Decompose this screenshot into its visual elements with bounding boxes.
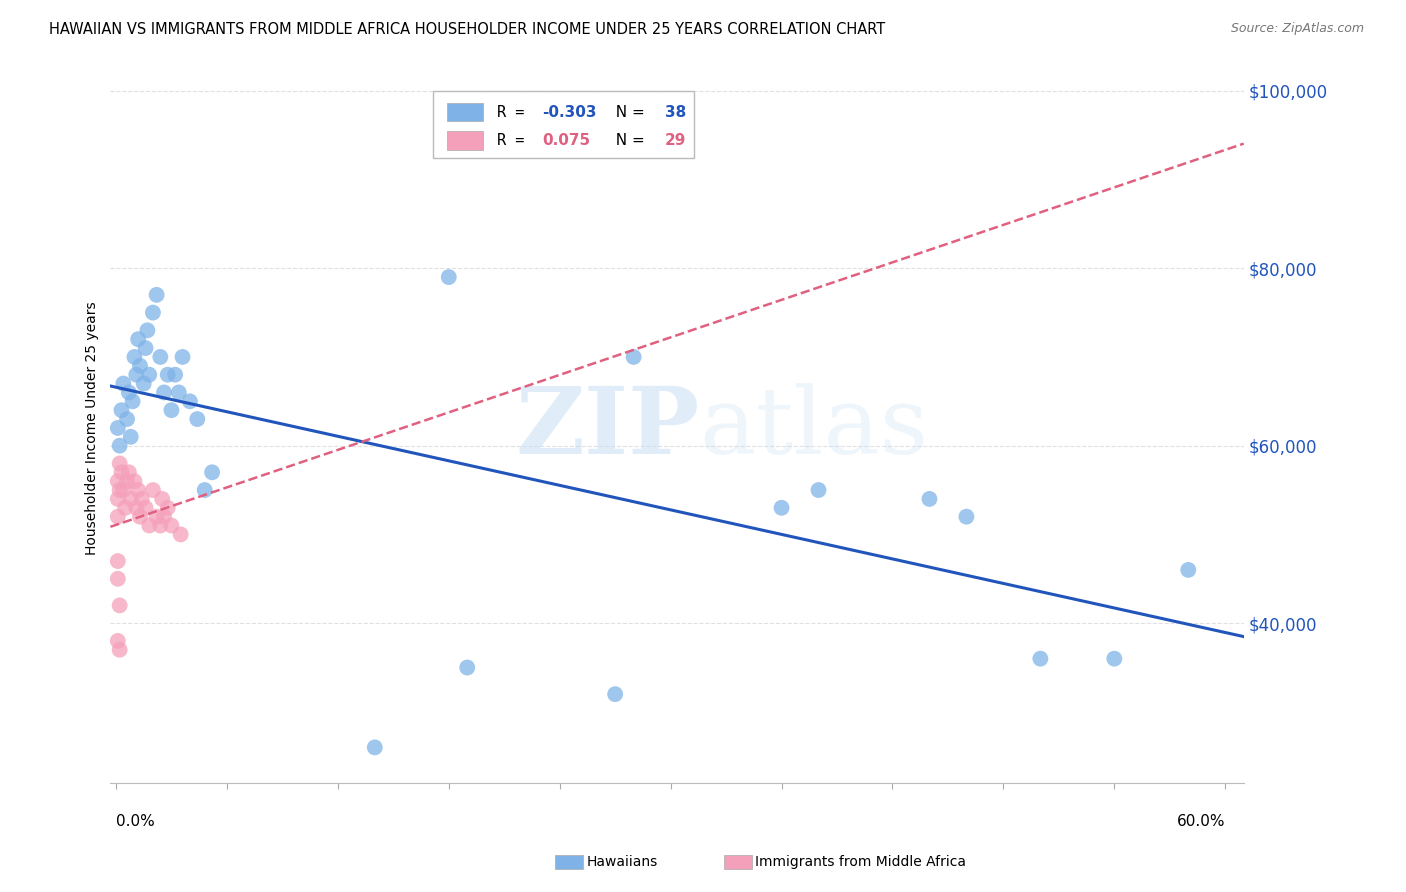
Point <box>138 518 160 533</box>
Point <box>605 687 627 701</box>
Text: Source: ZipAtlas.com: Source: ZipAtlas.com <box>1230 22 1364 36</box>
Text: atlas: atlas <box>700 383 929 473</box>
Text: HAWAIIAN VS IMMIGRANTS FROM MIDDLE AFRICA HOUSEHOLDER INCOME UNDER 25 YEARS CORR: HAWAIIAN VS IMMIGRANTS FROM MIDDLE AFRIC… <box>49 22 886 37</box>
Point <box>156 500 179 515</box>
Point <box>165 368 187 382</box>
Point <box>132 376 155 391</box>
Point <box>770 500 793 515</box>
Point <box>136 323 159 337</box>
Point <box>110 465 132 479</box>
Point <box>108 439 131 453</box>
Point <box>114 500 136 515</box>
Point <box>112 483 135 497</box>
Bar <box>433 91 695 158</box>
Point <box>125 368 148 382</box>
Point <box>108 457 131 471</box>
Point <box>108 599 131 613</box>
Point <box>131 491 153 506</box>
Text: R =: R = <box>496 133 543 148</box>
Point <box>135 500 157 515</box>
Point <box>153 509 176 524</box>
Point <box>194 483 217 497</box>
Point <box>107 572 129 586</box>
Point <box>918 491 941 506</box>
Point <box>1104 651 1126 665</box>
Point <box>172 350 194 364</box>
Point <box>955 509 977 524</box>
Point <box>1177 563 1199 577</box>
Text: 38: 38 <box>665 104 686 120</box>
Point <box>186 412 208 426</box>
Text: R =: R = <box>496 104 533 120</box>
Text: -0.303: -0.303 <box>543 104 596 120</box>
Text: Immigrants from Middle Africa: Immigrants from Middle Africa <box>755 855 966 869</box>
Point <box>107 421 129 435</box>
Point <box>364 740 387 755</box>
Point <box>150 491 173 506</box>
Point <box>807 483 830 497</box>
Text: 0.075: 0.075 <box>543 133 591 148</box>
Text: N =: N = <box>606 133 650 148</box>
Point <box>108 642 131 657</box>
Point <box>160 403 183 417</box>
Point <box>115 474 138 488</box>
Point <box>135 341 157 355</box>
Point <box>129 359 152 373</box>
Point <box>115 412 138 426</box>
Point <box>142 483 165 497</box>
Point <box>145 288 167 302</box>
Point <box>118 385 141 400</box>
Point <box>127 483 149 497</box>
Text: N =: N = <box>606 104 650 120</box>
Point <box>145 509 167 524</box>
Point <box>149 350 172 364</box>
Point <box>1029 651 1052 665</box>
Point <box>107 509 129 524</box>
Point <box>107 491 129 506</box>
Point <box>160 518 183 533</box>
Point <box>121 394 143 409</box>
Text: Hawaiians: Hawaiians <box>586 855 658 869</box>
Point <box>129 509 152 524</box>
Point <box>118 465 141 479</box>
Text: 60.0%: 60.0% <box>1177 814 1225 829</box>
Point <box>623 350 645 364</box>
Point <box>124 474 146 488</box>
Point <box>179 394 201 409</box>
Point <box>108 483 131 497</box>
Bar <box>447 131 484 150</box>
Point <box>107 634 129 648</box>
Point <box>107 554 129 568</box>
Point <box>153 385 176 400</box>
Point <box>110 403 132 417</box>
Point <box>120 491 142 506</box>
Point <box>142 305 165 319</box>
Point <box>112 376 135 391</box>
Point <box>167 385 190 400</box>
Text: 29: 29 <box>665 133 686 148</box>
Point <box>127 332 149 346</box>
Point <box>201 465 224 479</box>
Point <box>169 527 191 541</box>
Point <box>124 350 146 364</box>
Point <box>125 500 148 515</box>
Y-axis label: Householder Income Under 25 years: Householder Income Under 25 years <box>86 301 100 555</box>
Point <box>456 660 478 674</box>
Bar <box>447 103 484 121</box>
Point <box>120 430 142 444</box>
Point <box>138 368 160 382</box>
Point <box>149 518 172 533</box>
Text: 0.0%: 0.0% <box>115 814 155 829</box>
Text: ZIP: ZIP <box>516 383 700 473</box>
Point <box>156 368 179 382</box>
Point <box>107 474 129 488</box>
Point <box>437 270 460 285</box>
